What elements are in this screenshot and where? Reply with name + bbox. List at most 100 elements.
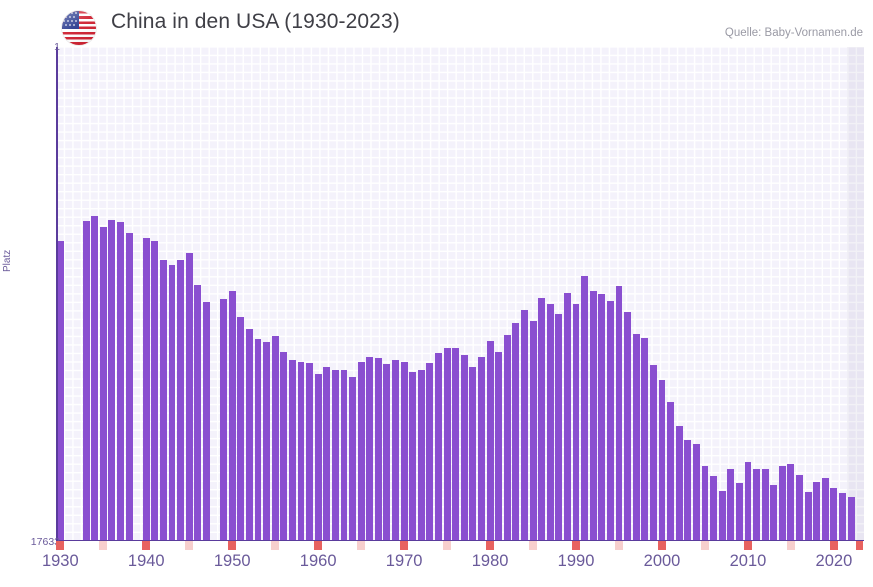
bar — [245, 329, 253, 540]
x-axis-label: 1980 — [471, 552, 509, 570]
x-axis-tick — [787, 541, 795, 550]
bar — [615, 286, 623, 540]
bar — [727, 469, 735, 540]
x-axis-label: 1960 — [299, 552, 337, 570]
bar — [383, 363, 391, 540]
bar — [813, 482, 821, 540]
bar — [761, 468, 769, 540]
x-axis-tick — [314, 541, 322, 550]
bar — [409, 371, 417, 540]
bar — [847, 497, 855, 540]
bar — [125, 232, 133, 540]
x-axis-tick — [400, 541, 408, 550]
bar — [142, 238, 150, 540]
bar — [684, 439, 692, 540]
x-axis-tick — [56, 541, 65, 550]
bar — [581, 275, 589, 540]
bar — [718, 491, 726, 540]
y-axis-bottom-label: 17633 — [30, 536, 60, 548]
x-axis-tick — [271, 541, 279, 550]
bar — [177, 259, 185, 540]
bar — [194, 284, 202, 540]
bar — [546, 303, 554, 540]
bar — [271, 336, 279, 540]
x-axis-tick — [486, 541, 494, 550]
bar — [778, 465, 786, 540]
x-axis-tick — [572, 541, 580, 550]
bar — [435, 352, 442, 540]
y-axis-top-label: 1 — [54, 41, 60, 53]
bar — [830, 487, 838, 540]
flag-gloss — [62, 11, 96, 45]
bar — [486, 341, 494, 540]
bar — [692, 444, 700, 540]
bar — [632, 333, 640, 540]
bar — [202, 302, 210, 540]
bar — [91, 216, 99, 540]
x-axis-tick — [658, 541, 666, 550]
bar — [753, 468, 760, 540]
bar — [555, 313, 563, 540]
bar — [82, 221, 90, 540]
bar — [804, 491, 812, 540]
bar — [478, 356, 485, 540]
page-title: China in den USA (1930-2023) — [111, 10, 400, 33]
us-flag-icon — [62, 11, 96, 45]
x-axis-tick — [744, 541, 752, 550]
bar — [495, 351, 503, 540]
bar — [744, 461, 752, 540]
bar — [503, 334, 511, 540]
bar — [340, 370, 348, 540]
bar — [108, 219, 116, 540]
bar — [117, 221, 124, 540]
bar — [821, 478, 829, 540]
bar — [589, 290, 597, 540]
x-axis-label: 1950 — [213, 552, 251, 570]
bar — [658, 379, 666, 540]
x-axis-tick — [830, 541, 838, 550]
bar — [357, 361, 365, 540]
x-axis-tick — [855, 541, 864, 550]
x-axis-label: 1990 — [557, 552, 595, 570]
x-axis-tick — [443, 541, 451, 550]
bar — [538, 297, 546, 540]
bar — [770, 485, 778, 540]
bar — [701, 465, 709, 540]
chart-plot-area — [56, 47, 864, 540]
bar — [366, 356, 374, 540]
bar — [572, 304, 580, 540]
bar — [168, 264, 176, 540]
bar — [392, 360, 399, 540]
bar — [417, 369, 425, 540]
future-region-shade — [846, 47, 864, 540]
x-axis-tick — [615, 541, 623, 550]
x-axis-label: 1970 — [385, 552, 423, 570]
x-axis-label: 1940 — [127, 552, 165, 570]
bar — [796, 474, 803, 540]
bar — [220, 298, 228, 540]
bar — [288, 360, 296, 540]
y-axis-line — [56, 47, 58, 540]
bar — [529, 321, 537, 540]
bar — [323, 367, 331, 540]
bar — [675, 425, 683, 540]
x-axis-label: 2000 — [643, 552, 681, 570]
x-axis-label: 2010 — [729, 552, 767, 570]
bar-series — [56, 47, 864, 540]
bar — [735, 482, 743, 540]
bar — [349, 376, 356, 540]
x-axis-ticks — [56, 541, 864, 550]
bar — [649, 364, 657, 540]
bar — [263, 342, 271, 540]
bar — [160, 259, 167, 540]
bar — [374, 357, 382, 540]
bar — [151, 241, 159, 540]
bar — [624, 312, 632, 540]
bar — [606, 300, 614, 540]
bar — [297, 362, 305, 540]
x-axis-tick — [357, 541, 365, 550]
chart-header: China in den USA (1930-2023) Quelle: Bab… — [0, 0, 873, 47]
y-axis-title: Platz — [2, 249, 13, 272]
bar — [787, 464, 795, 540]
bar — [598, 293, 606, 540]
